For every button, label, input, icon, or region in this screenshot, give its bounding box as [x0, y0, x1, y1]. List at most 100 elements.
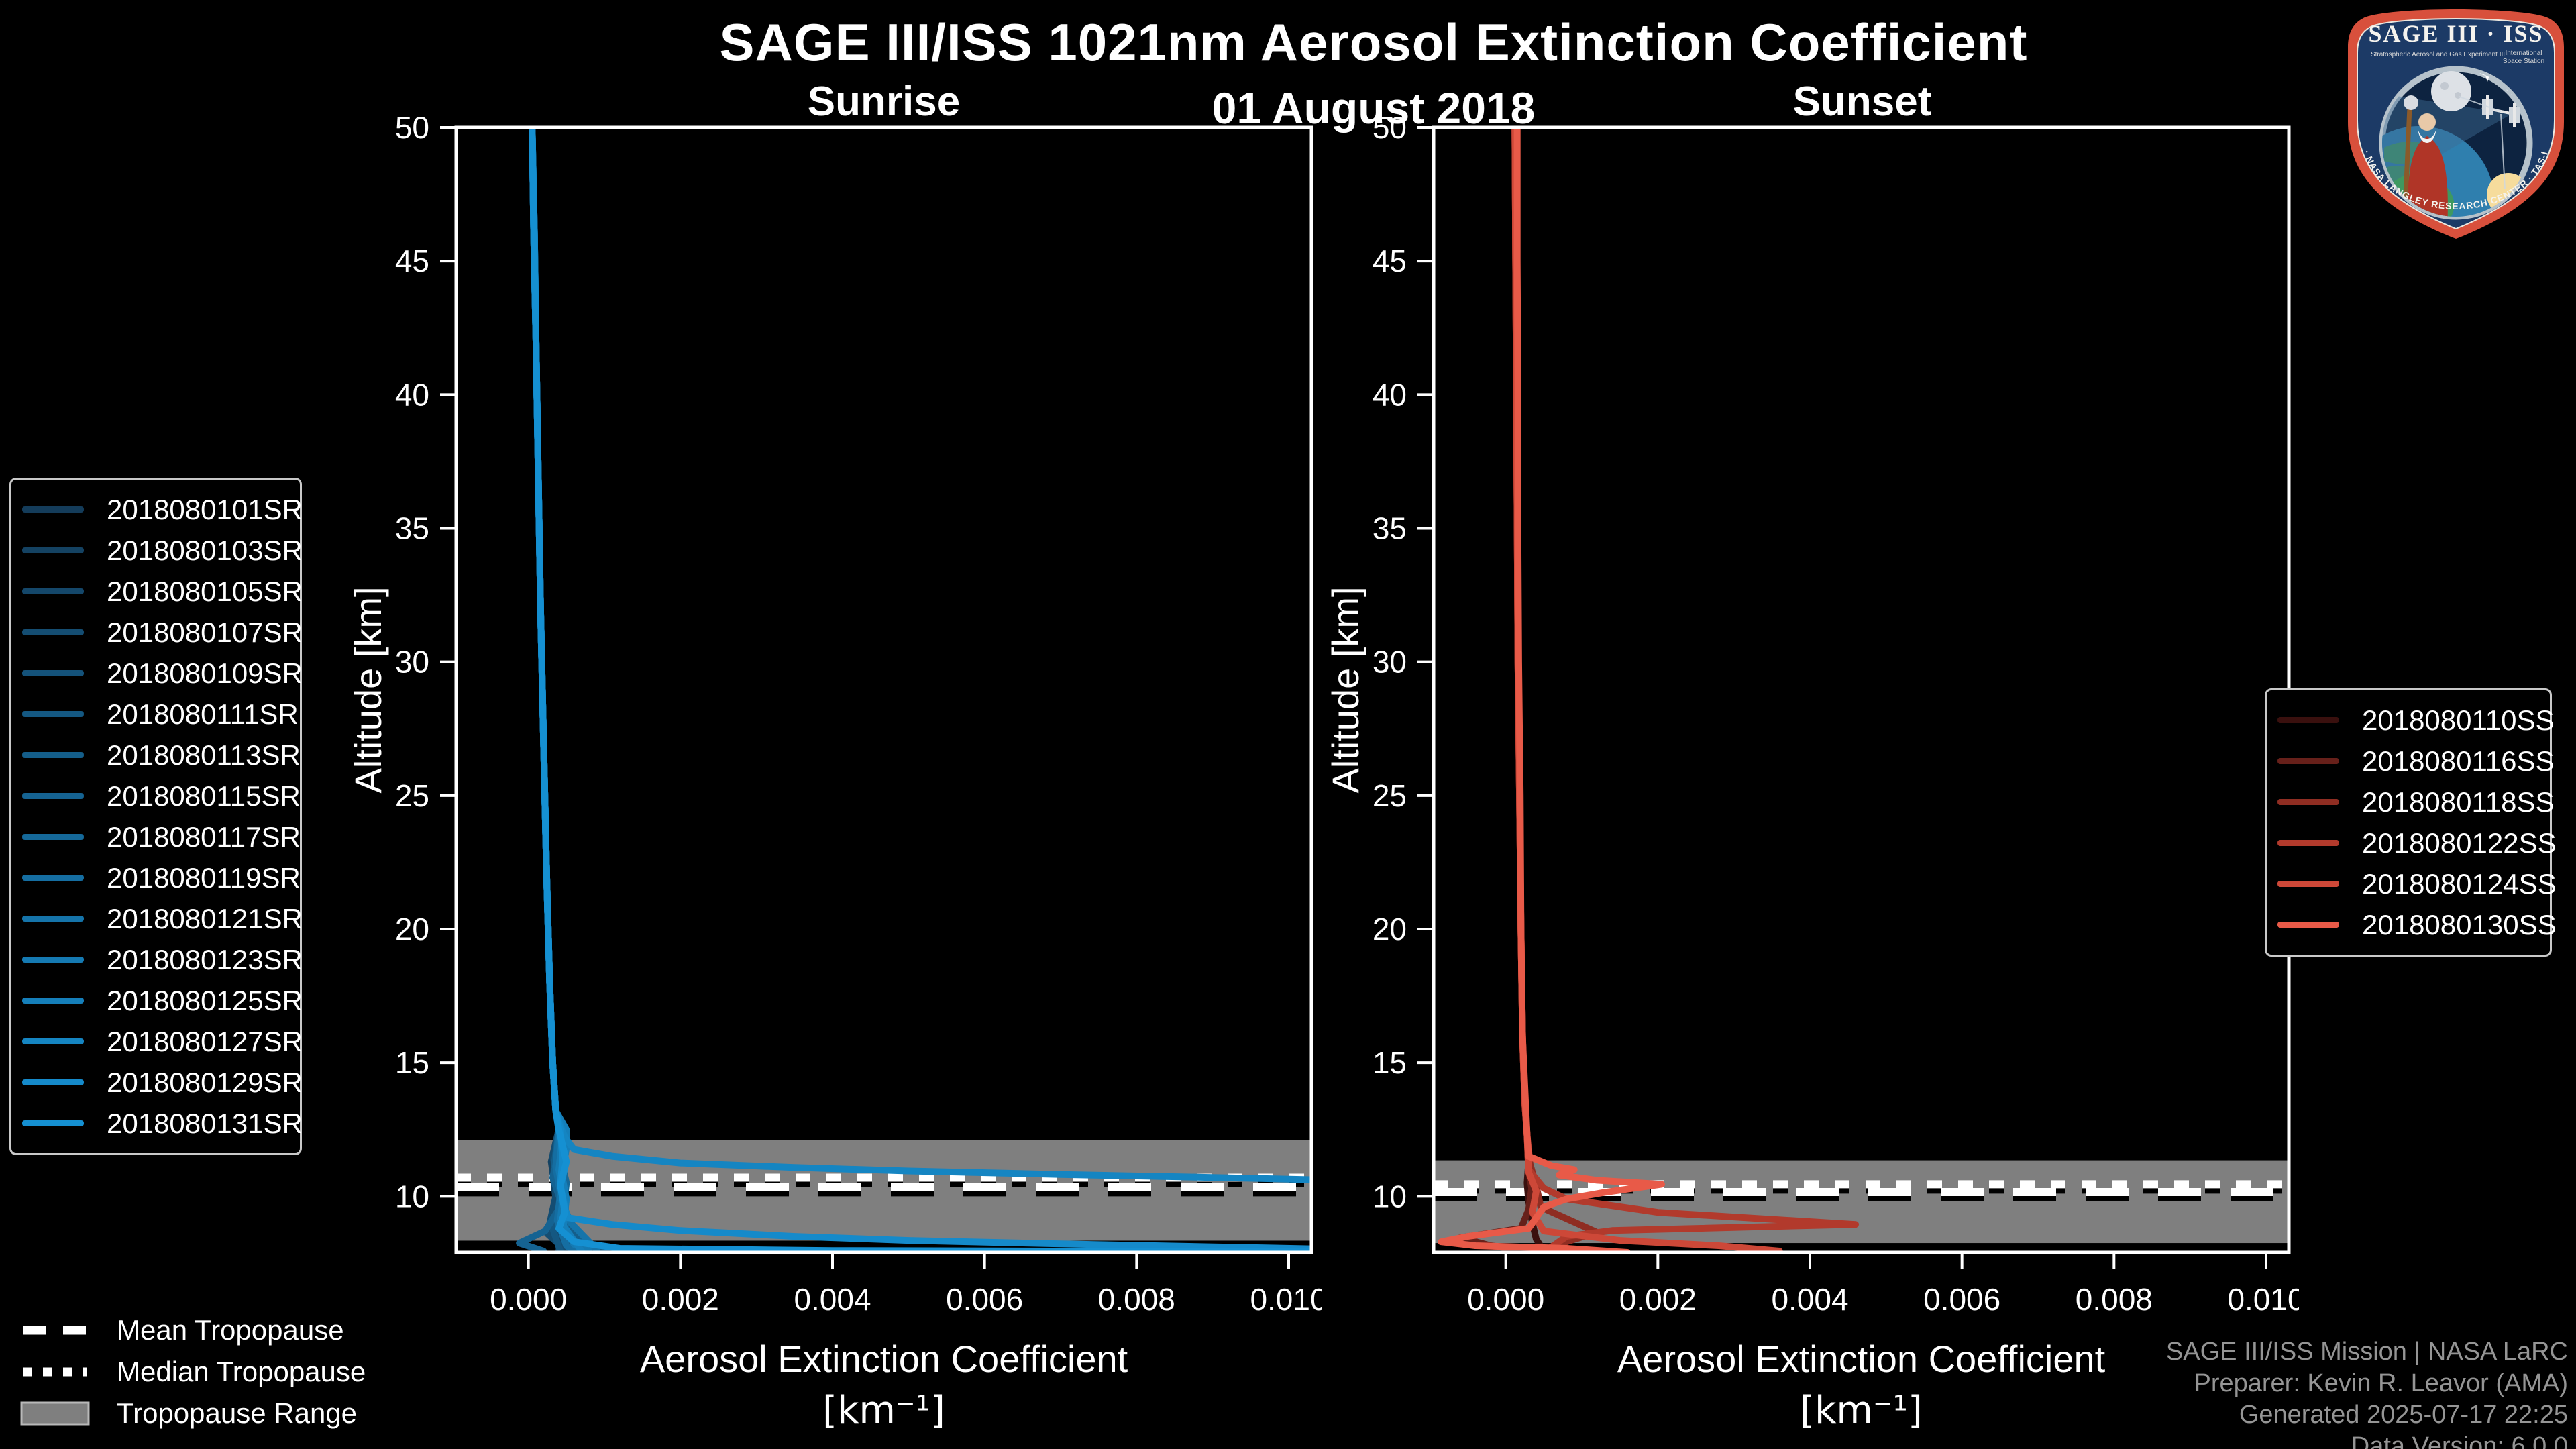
event-line-swatch: [22, 1120, 84, 1126]
event-label: 2018080125SR: [107, 984, 303, 1016]
svg-text:35: 35: [1373, 511, 1407, 546]
event-line-swatch: [2277, 881, 2339, 887]
event-label: 2018080113SR: [107, 739, 301, 771]
svg-text:30: 30: [1373, 645, 1407, 680]
legend-item-event: 2018080123SR: [22, 939, 303, 980]
panel-title-sunrise: Sunrise: [807, 78, 961, 125]
mean-tropopause-swatch: [23, 1326, 87, 1335]
event-label: 2018080130SS: [2362, 908, 2557, 941]
event-line-swatch: [22, 957, 84, 963]
svg-text:25: 25: [1373, 778, 1407, 813]
event-label: 2018080119SR: [107, 861, 301, 894]
legend-item-event: 2018080131SR: [22, 1103, 303, 1144]
tropopause-range-swatch: [20, 1401, 90, 1426]
svg-text:Aerosol Extinction Coefficient: Aerosol Extinction Coefficient: [1617, 1338, 2106, 1380]
svg-text:0.006: 0.006: [946, 1282, 1023, 1317]
logo-sub2b: Space Station: [2503, 58, 2544, 65]
svg-text:10: 10: [395, 1179, 429, 1214]
event-label: 2018080121SR: [107, 902, 303, 934]
event-line-swatch: [22, 793, 84, 799]
figure-title: SAGE III/ISS 1021nm Aerosol Extinction C…: [719, 13, 2028, 72]
legend-item-event: 2018080113SR: [22, 735, 301, 775]
legend-item-event: 2018080122SS: [2277, 822, 2557, 863]
credits-preparer: Preparer: Kevin R. Leavor (AMA): [2194, 1369, 2568, 1397]
sunset-plot: 0.000 0.002 0.004 0.006 0.008 0.010 50 45 40 35 30…: [1324, 117, 2299, 1432]
event-label: 2018080122SS: [2362, 826, 2557, 859]
legend-item-event: 2018080125SR: [22, 980, 303, 1021]
logo-moon: [2431, 71, 2471, 111]
legend-item-event: 2018080130SS: [2277, 904, 2557, 945]
logo-title: SAGE III · ISS: [2368, 20, 2543, 47]
event-line-swatch: [22, 506, 84, 513]
svg-text:45: 45: [395, 244, 429, 278]
event-label: 2018080129SR: [107, 1066, 303, 1098]
event-line-swatch: [2277, 717, 2339, 723]
credits-mission: SAGE III/ISS Mission | NASA LaRC: [2165, 1338, 2568, 1366]
event-line-swatch: [22, 998, 84, 1004]
legend-item-event: 2018080101SR: [22, 489, 303, 530]
event-label: 2018080101SR: [107, 493, 303, 525]
event-label: 2018080127SR: [107, 1025, 303, 1057]
legend-item-event: 2018080105SR: [22, 571, 303, 612]
svg-text:15: 15: [395, 1045, 429, 1080]
logo-sub2a: International: [2505, 50, 2542, 57]
legend-item-event: 2018080121SR: [22, 898, 303, 939]
event-line-swatch: [22, 670, 84, 676]
legend-item-event: 2018080110SS: [2277, 700, 2555, 741]
figure-date: 01 August 2018: [1212, 83, 1536, 133]
event-label: 2018080110SS: [2362, 704, 2555, 736]
legend-item-mean-tropopause: Mean Tropopause: [20, 1309, 366, 1351]
svg-text:0.008: 0.008: [1098, 1282, 1175, 1317]
svg-text:Altitude [km]: Altitude [km]: [1324, 586, 1366, 793]
logo-figure: [2402, 95, 2448, 217]
legend-item-event: 2018080119SR: [22, 857, 301, 898]
event-line-swatch: [22, 916, 84, 922]
event-label: 2018080117SR: [107, 820, 301, 853]
logo-sub1: Stratospheric Aerosol and Gas Experiment…: [2371, 51, 2505, 58]
legend-item-tropopause-range: Tropopause Range: [20, 1393, 366, 1434]
svg-text:0.004: 0.004: [1771, 1282, 1848, 1317]
legend-item-event: 2018080115SR: [22, 775, 301, 816]
svg-text:0.010: 0.010: [2227, 1282, 2299, 1317]
legend-item-event: 2018080129SR: [22, 1062, 303, 1103]
svg-text:50: 50: [395, 117, 429, 145]
logo-iss: [2481, 95, 2520, 127]
median-tropopause-label: Median Tropopause: [117, 1356, 366, 1387]
legend-item-event: 2018080118SS: [2277, 782, 2555, 822]
sunrise-plot: 0.000 0.002 0.004 0.006 0.008 0.010 50 45 40 35 30…: [347, 117, 1322, 1432]
svg-text:35: 35: [395, 511, 429, 546]
legend-tropopause: Mean Tropopause Median Tropopause Tropop…: [20, 1309, 366, 1434]
event-line-swatch: [2277, 799, 2339, 805]
event-line-swatch: [22, 1079, 84, 1085]
event-label: 2018080118SS: [2362, 786, 2555, 818]
legend-item-median-tropopause: Median Tropopause: [20, 1351, 366, 1393]
event-label: 2018080123SR: [107, 943, 303, 975]
panel-title-sunset: Sunset: [1792, 78, 1932, 125]
event-line-swatch: [22, 629, 84, 635]
legend-item-event: 2018080127SR: [22, 1021, 303, 1062]
event-line-swatch: [22, 588, 84, 594]
svg-text:25: 25: [395, 778, 429, 813]
svg-text:0.002: 0.002: [642, 1282, 719, 1317]
credits-generated: Generated 2025-07-17 22:25: [2239, 1401, 2568, 1429]
svg-text:Altitude [km]: Altitude [km]: [347, 586, 389, 793]
credits-data-version: Data Version: 6.0.0: [2351, 1432, 2568, 1449]
svg-text:15: 15: [1373, 1045, 1407, 1080]
event-line-swatch: [2277, 840, 2339, 846]
event-label: 2018080103SR: [107, 534, 303, 566]
svg-text:0.000: 0.000: [1467, 1282, 1544, 1317]
legend-item-event: 2018080111SR: [22, 694, 299, 735]
event-line-swatch: [22, 1038, 84, 1044]
svg-text:0.010: 0.010: [1250, 1282, 1322, 1317]
event-line-swatch: [2277, 758, 2339, 764]
svg-text:0.008: 0.008: [2076, 1282, 2153, 1317]
mean-tropopause-label: Mean Tropopause: [117, 1314, 344, 1346]
svg-text:Aerosol Extinction Coefficient: Aerosol Extinction Coefficient: [640, 1338, 1128, 1380]
legend-item-event: 2018080124SS: [2277, 863, 2557, 904]
tropopause-range-label: Tropopause Range: [117, 1397, 358, 1429]
event-line-swatch: [2277, 922, 2339, 928]
svg-text:20: 20: [395, 912, 429, 947]
event-label: 2018080115SR: [107, 780, 301, 812]
legend-item-event: 2018080107SR: [22, 612, 303, 653]
